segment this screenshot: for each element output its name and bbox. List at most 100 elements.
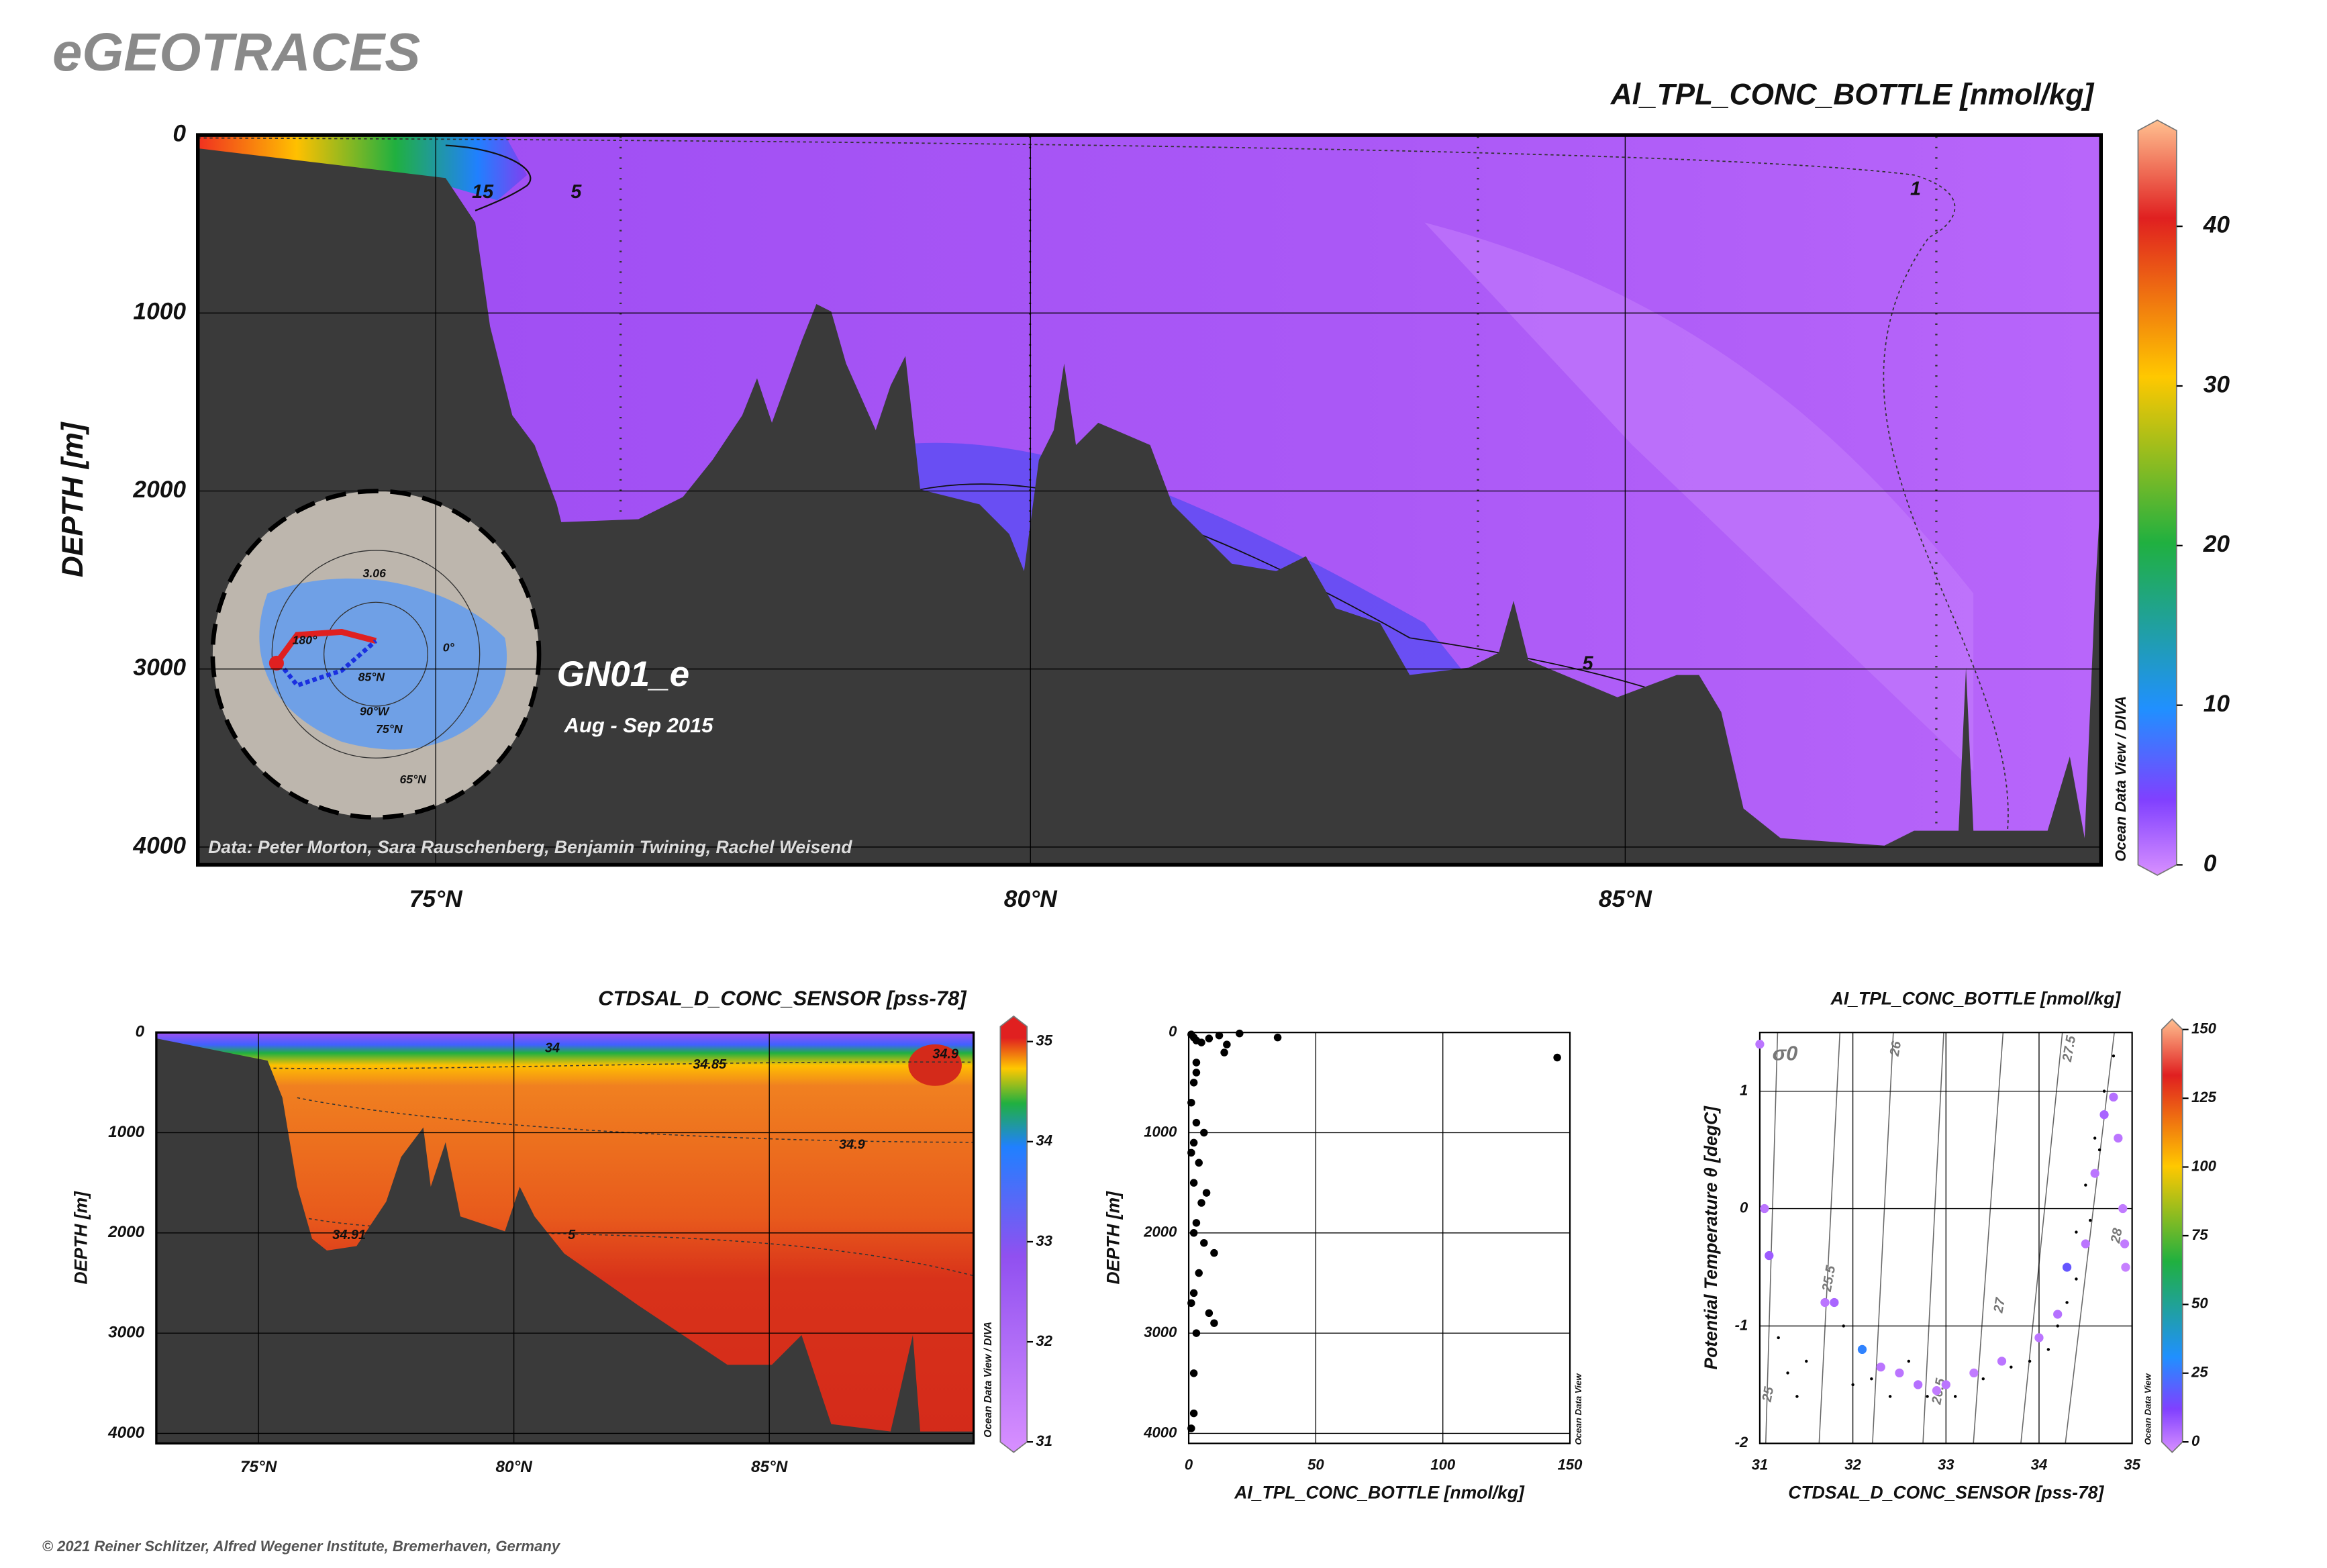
annotation: 75°N <box>376 722 403 736</box>
data-point <box>2081 1239 2090 1248</box>
data-point <box>2075 1230 2078 1234</box>
plot-frame <box>1759 1032 2133 1444</box>
y-axis-label: DEPTH [m] <box>1103 1191 1124 1285</box>
data-point <box>2046 1348 2050 1351</box>
data-point <box>2089 1218 2092 1222</box>
data-point <box>1210 1248 1218 1257</box>
colorbar-tick-label: 100 <box>2191 1157 2217 1174</box>
data-point <box>1888 1395 1892 1398</box>
data-point <box>1786 1371 1789 1375</box>
data-point <box>1236 1029 1244 1038</box>
main-field <box>197 135 2101 865</box>
x-tick-label: 0 <box>1185 1456 1193 1473</box>
colorbar-tick-label: 35 <box>1036 1032 1052 1049</box>
data-point <box>2028 1359 2032 1363</box>
data-point <box>1189 1289 1198 1297</box>
data-point <box>2084 1183 2087 1187</box>
annotation: 65°N <box>399 773 427 786</box>
data-point <box>2010 1365 2013 1369</box>
annotation: Ocean Data View / DIVA <box>2112 696 2129 862</box>
annotation: Ocean Data View / DIVA <box>983 1322 994 1438</box>
inset-map <box>210 489 542 820</box>
colorbar <box>999 1015 1028 1453</box>
colorbar-tick-label: 25 <box>2191 1364 2208 1381</box>
data-point <box>1187 1424 1195 1432</box>
data-point <box>1805 1359 1808 1363</box>
y-tick-label: 2000 <box>132 477 186 503</box>
x-axis-label: AI_TPL_CONC_BOTTLE [nmol/kg] <box>1234 1482 1525 1502</box>
y-tick-label: 1000 <box>1144 1123 1177 1140</box>
annotation: 1 <box>1910 178 1921 199</box>
annotation: 27 <box>1991 1296 2008 1315</box>
colorbar-tick-label: 34 <box>1036 1132 1052 1149</box>
chart-title: AI_TPL_CONC_BOTTLE [nmol/kg] <box>1830 989 2122 1009</box>
y-tick-label: 1000 <box>133 299 186 325</box>
y-tick-label: 0 <box>136 1023 145 1041</box>
colorbar-tick-label: 33 <box>1036 1232 1052 1249</box>
y-tick-label: -1 <box>1735 1316 1748 1333</box>
data-point <box>1197 1038 1205 1046</box>
x-tick-label: 34 <box>2031 1456 2048 1473</box>
data-point <box>1941 1380 1950 1389</box>
x-tick-label: 80°N <box>495 1458 532 1476</box>
data-point <box>2112 1054 2116 1058</box>
annotation: 34.9 <box>839 1137 865 1152</box>
data-point <box>1205 1309 1214 1317</box>
data-point <box>2097 1148 2101 1152</box>
x-tick-label: 80°N <box>1004 886 1058 912</box>
x-tick-label: 32 <box>1844 1456 1861 1473</box>
annotation: 0° <box>443 640 455 654</box>
colorbar-tick-label: 0 <box>2204 850 2217 877</box>
y-tick-label: 3000 <box>1144 1324 1177 1340</box>
data-point <box>1870 1377 1873 1381</box>
x-tick-label: 75°N <box>240 1458 277 1476</box>
data-point <box>1195 1269 1203 1277</box>
annotation: Ocean Data View <box>2142 1373 2152 1445</box>
data-point <box>2120 1239 2130 1248</box>
annotation: 5 <box>571 181 582 203</box>
isopycnals <box>1765 1032 2115 1444</box>
y-tick-label: 4000 <box>107 1424 145 1442</box>
data-point <box>1830 1297 1839 1308</box>
data-point <box>1876 1363 1885 1372</box>
footer: © 2021 Reiner Schlitzer, Alfred Wegener … <box>42 1538 561 1555</box>
plot-frame <box>1187 1032 1571 1444</box>
data-point <box>1969 1368 1979 1378</box>
x-tick-label: 100 <box>1430 1456 1456 1473</box>
y-tick-label: 2000 <box>1143 1224 1177 1240</box>
y-tick-label: 3000 <box>108 1324 145 1342</box>
data-point <box>1273 1033 1282 1042</box>
data-point <box>1192 1059 1201 1067</box>
y-tick-label: 1000 <box>108 1123 145 1141</box>
annotation: 15 <box>472 181 494 203</box>
colorbar-tick-label: 32 <box>1036 1332 1052 1349</box>
annotation: σ0 <box>1773 1042 1798 1065</box>
data-point <box>1192 1219 1201 1227</box>
colorbar-tick-label: 20 <box>2203 531 2230 557</box>
data-point <box>1907 1359 1911 1363</box>
y-tick-label: 2000 <box>107 1223 145 1241</box>
x-tick-label: 35 <box>2124 1456 2140 1473</box>
x-axis-label: CTDSAL_D_CONC_SENSOR [pss-78] <box>1788 1482 2104 1502</box>
annotation: 34.91 <box>332 1228 366 1242</box>
annotation: 27.5 <box>2060 1034 2079 1063</box>
data-point <box>1189 1179 1198 1187</box>
colorbar-tick-label: 150 <box>2191 1020 2217 1037</box>
data-point <box>1842 1324 1845 1328</box>
plot-frame <box>196 133 2103 867</box>
data-point <box>1197 1199 1205 1207</box>
data-point <box>2093 1136 2097 1140</box>
data-point <box>1187 1148 1195 1157</box>
data-point <box>1220 1048 1228 1057</box>
annotation: 25.5 <box>1820 1264 1839 1293</box>
salinity-field <box>156 1032 974 1444</box>
annotation: 25 <box>1760 1385 1777 1404</box>
x-tick-label: 150 <box>1558 1456 1583 1473</box>
annotation: 180° <box>293 633 317 646</box>
data-point <box>2053 1310 2063 1319</box>
x-tick-label: 85°N <box>1599 886 1652 912</box>
brand-title: eGEOTRACES <box>52 22 420 82</box>
data-point <box>1857 1344 1867 1355</box>
chart-title: Al_TPL_CONC_BOTTLE [nmol/kg] <box>1610 78 2095 111</box>
